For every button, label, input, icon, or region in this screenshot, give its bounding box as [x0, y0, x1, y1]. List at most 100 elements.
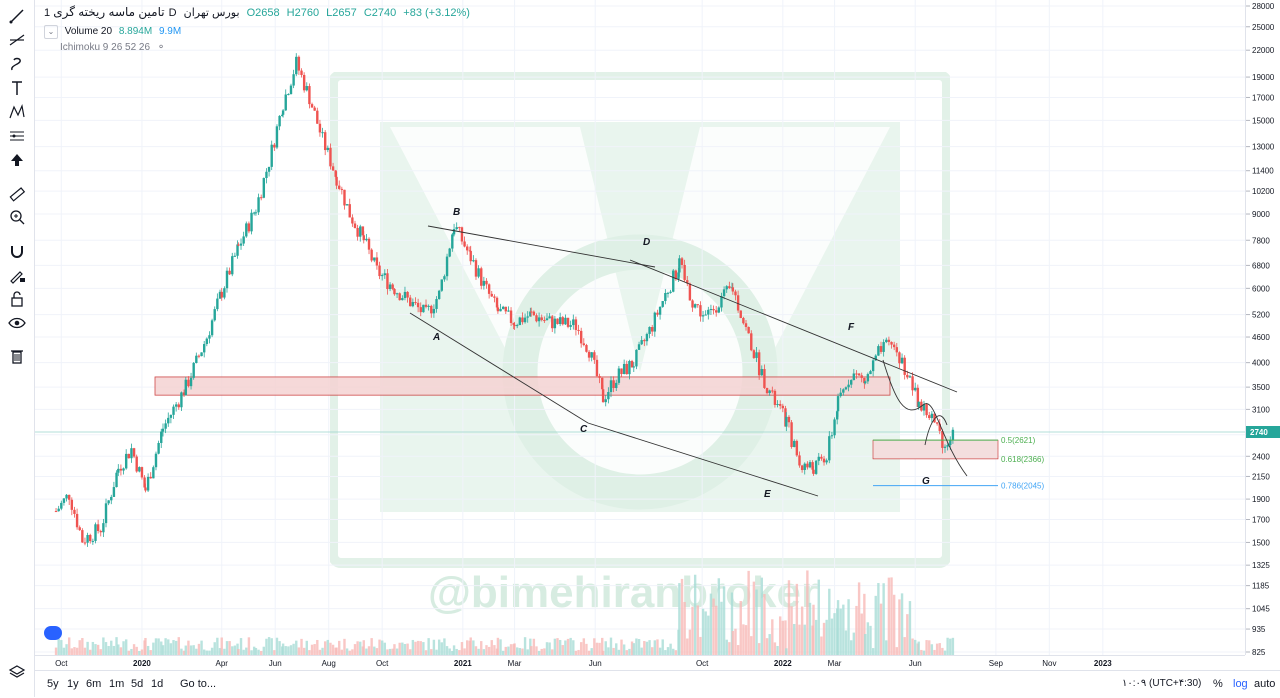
candle-body — [790, 422, 793, 447]
candle-body — [472, 260, 475, 262]
text-tool-icon[interactable] — [6, 78, 28, 98]
layers-icon[interactable] — [6, 662, 28, 682]
price-tick-label: 3500 — [1252, 383, 1270, 392]
hidden-eye-icon[interactable]: ⚬ — [156, 42, 166, 53]
price-chart[interactable]: 0.5(2621) 0.618(2366) 0.786(2045) A B C D E F G — [35, 0, 1245, 655]
crosshair-cursor-icon[interactable] — [6, 6, 28, 26]
volume-bar — [768, 634, 771, 655]
candle-body — [259, 197, 263, 199]
candle-body — [530, 311, 533, 313]
period-button-1d[interactable]: 1d — [151, 678, 164, 690]
volume-bar — [537, 650, 541, 655]
eye-icon[interactable] — [6, 313, 28, 333]
candle-body — [416, 302, 420, 308]
period-button-5d[interactable]: 5d — [131, 678, 144, 690]
volume-bar — [78, 640, 81, 655]
candle-body — [551, 316, 554, 329]
candle-body — [386, 273, 389, 290]
price-axis[interactable]: 28000 25000 22000 19000 17000 15000 13000 11400… — [1245, 0, 1280, 655]
period-button-6m[interactable]: 6m — [86, 678, 102, 690]
candle-body — [604, 399, 607, 403]
volume-bar — [197, 643, 201, 655]
time-tick-label: Apr — [216, 659, 229, 668]
volume-bar — [117, 644, 120, 655]
percent-toggle[interactable]: % — [1213, 678, 1223, 690]
volume-bar — [89, 649, 92, 655]
candle-body — [203, 344, 206, 353]
goto-button[interactable]: Go to... — [180, 678, 217, 690]
candle-body — [803, 463, 806, 471]
volume-bar — [543, 648, 546, 655]
candle-body — [736, 295, 740, 311]
candle-body — [469, 250, 472, 262]
volume-bar — [680, 578, 684, 655]
trend-line — [629, 259, 958, 393]
volume-bar — [938, 643, 941, 655]
stay-in-drawing-mode-icon[interactable] — [6, 265, 28, 285]
candle-body — [656, 312, 659, 315]
lock-icon[interactable] — [6, 289, 28, 309]
candle-body — [582, 343, 586, 346]
volume-bar — [630, 641, 634, 655]
candle-body — [437, 290, 441, 300]
candle-body — [839, 392, 842, 397]
volume-bar — [661, 639, 664, 655]
volume-bar — [869, 625, 872, 655]
candle-body — [146, 476, 150, 491]
candle-body — [284, 94, 287, 111]
volume-bar — [338, 640, 341, 655]
volume-bar — [154, 638, 158, 655]
ichimoku-indicator-legend[interactable]: Ichimoku 9 26 52 26 ⚬ — [60, 42, 165, 53]
volume-bar — [917, 641, 920, 655]
volume-bar — [487, 646, 491, 655]
trash-icon[interactable] — [6, 346, 28, 366]
volume-indicator-legend[interactable]: ⌄ Volume 20 8.894M 9.9M — [44, 25, 181, 39]
volume-bar — [839, 608, 842, 655]
candle-body — [477, 268, 480, 277]
timezone-label[interactable]: ۱۰:۰۹ (UTC+۴:30) — [1122, 678, 1202, 689]
volume-bar — [237, 649, 240, 655]
volume-bar — [318, 649, 322, 655]
candle-body — [680, 258, 684, 265]
period-button-5y[interactable]: 5y — [47, 678, 59, 690]
brush-icon[interactable] — [6, 54, 28, 74]
period-button-1m[interactable]: 1m — [109, 678, 125, 690]
volume-bar — [485, 645, 488, 655]
candle-body — [768, 390, 771, 394]
volume-bar — [383, 642, 387, 655]
volume-bar — [130, 648, 133, 655]
volume-bar — [200, 640, 203, 655]
ruler-icon[interactable] — [6, 184, 28, 204]
magnet-icon[interactable] — [6, 241, 28, 261]
log-toggle[interactable]: log — [1233, 678, 1248, 690]
candle-body — [532, 311, 536, 316]
period-button-1y[interactable]: 1y — [67, 678, 79, 690]
pattern-tool-icon[interactable] — [6, 102, 28, 122]
volume-bar — [273, 650, 276, 655]
volume-bar — [343, 638, 346, 655]
volume-bar — [928, 640, 931, 655]
collapse-chevron-icon[interactable]: ⌄ — [44, 25, 58, 39]
volume-bar — [949, 638, 952, 655]
volume-bar — [798, 624, 801, 655]
price-tick-label: 2400 — [1252, 452, 1270, 461]
volume-bar — [477, 648, 480, 655]
symbol-title[interactable]: تامین ماسه ریخته گری — [53, 5, 165, 19]
candle-body — [154, 453, 158, 468]
interval[interactable]: 1D — [44, 7, 177, 19]
volume-bar — [62, 647, 66, 655]
candle-body — [161, 428, 165, 432]
time-axis[interactable]: Oct 2020 Apr Jun Aug Oct 2021 Mar Jun Oct 2022 Mar J… — [35, 655, 1245, 670]
zoom-in-icon[interactable] — [6, 207, 28, 227]
candle-body — [305, 86, 308, 91]
volume-bar — [601, 650, 605, 655]
arrow-icon[interactable] — [6, 150, 28, 170]
trend-line-icon[interactable] — [6, 30, 28, 50]
fib-tool-icon[interactable] — [6, 126, 28, 146]
candle-body — [725, 286, 728, 290]
volume-bar — [513, 643, 516, 655]
candle-body — [359, 226, 362, 237]
tv-logo-icon[interactable] — [44, 626, 62, 640]
auto-toggle[interactable]: auto — [1254, 678, 1276, 690]
candle-body — [607, 392, 610, 400]
